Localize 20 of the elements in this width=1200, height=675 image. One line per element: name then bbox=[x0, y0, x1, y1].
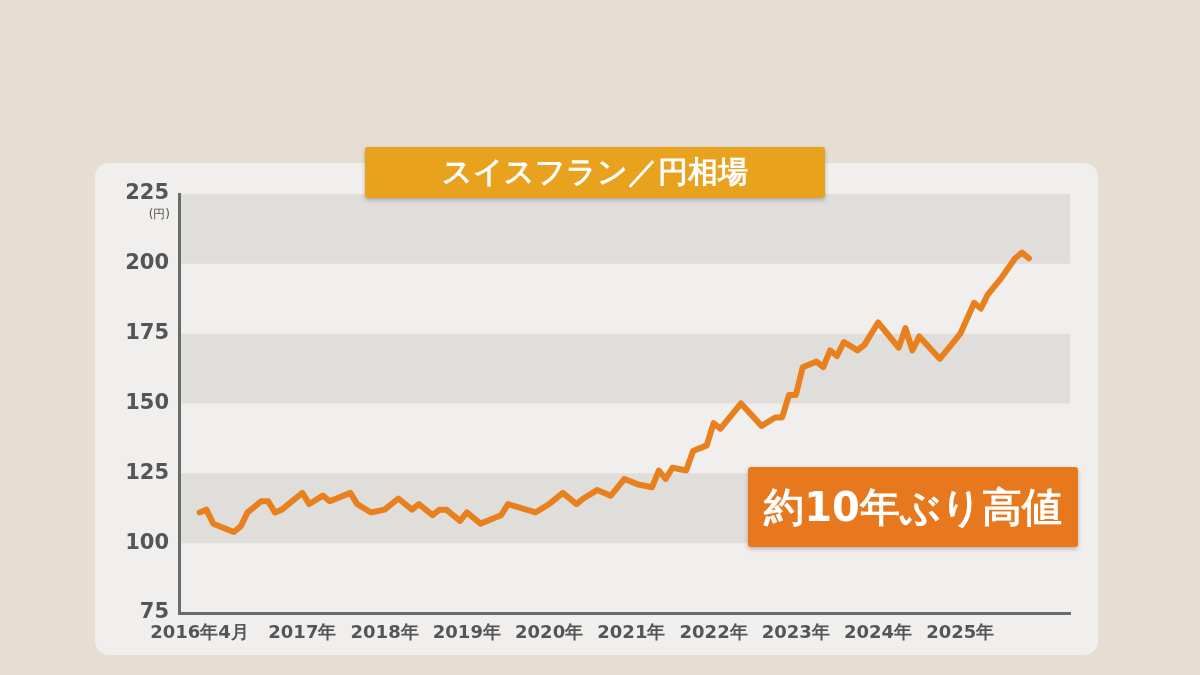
y-tick-label: 125 bbox=[125, 459, 169, 484]
annotation: 約10年ぶり高値 bbox=[764, 482, 1062, 532]
y-tick-label: 175 bbox=[125, 320, 169, 345]
chart-title: スイスフラン／円相場 bbox=[442, 153, 748, 191]
x-tick-label: 2019年 bbox=[432, 621, 501, 643]
y-tick-label: 200 bbox=[125, 250, 169, 275]
x-tick-label: 2021年 bbox=[597, 621, 666, 643]
x-tick-label: 2024年 bbox=[844, 621, 913, 643]
x-tick-label: 2025年 bbox=[926, 621, 995, 643]
x-tick-label: 2018年 bbox=[350, 621, 419, 643]
x-tick-label: 2020年 bbox=[515, 621, 584, 643]
y-tick-label: 75 bbox=[139, 599, 169, 624]
x-tick-label: 2022年 bbox=[679, 621, 748, 643]
x-tick-label: 2016年4月 bbox=[150, 621, 249, 643]
x-tick-label: 2023年 bbox=[761, 621, 830, 643]
y-tick-label: 150 bbox=[125, 389, 169, 414]
y-axis-title: (円) bbox=[148, 206, 170, 223]
y-tick-label: 225 bbox=[125, 180, 169, 205]
x-tick-label: 2017年 bbox=[268, 621, 337, 643]
y-tick-label: 100 bbox=[125, 529, 169, 554]
